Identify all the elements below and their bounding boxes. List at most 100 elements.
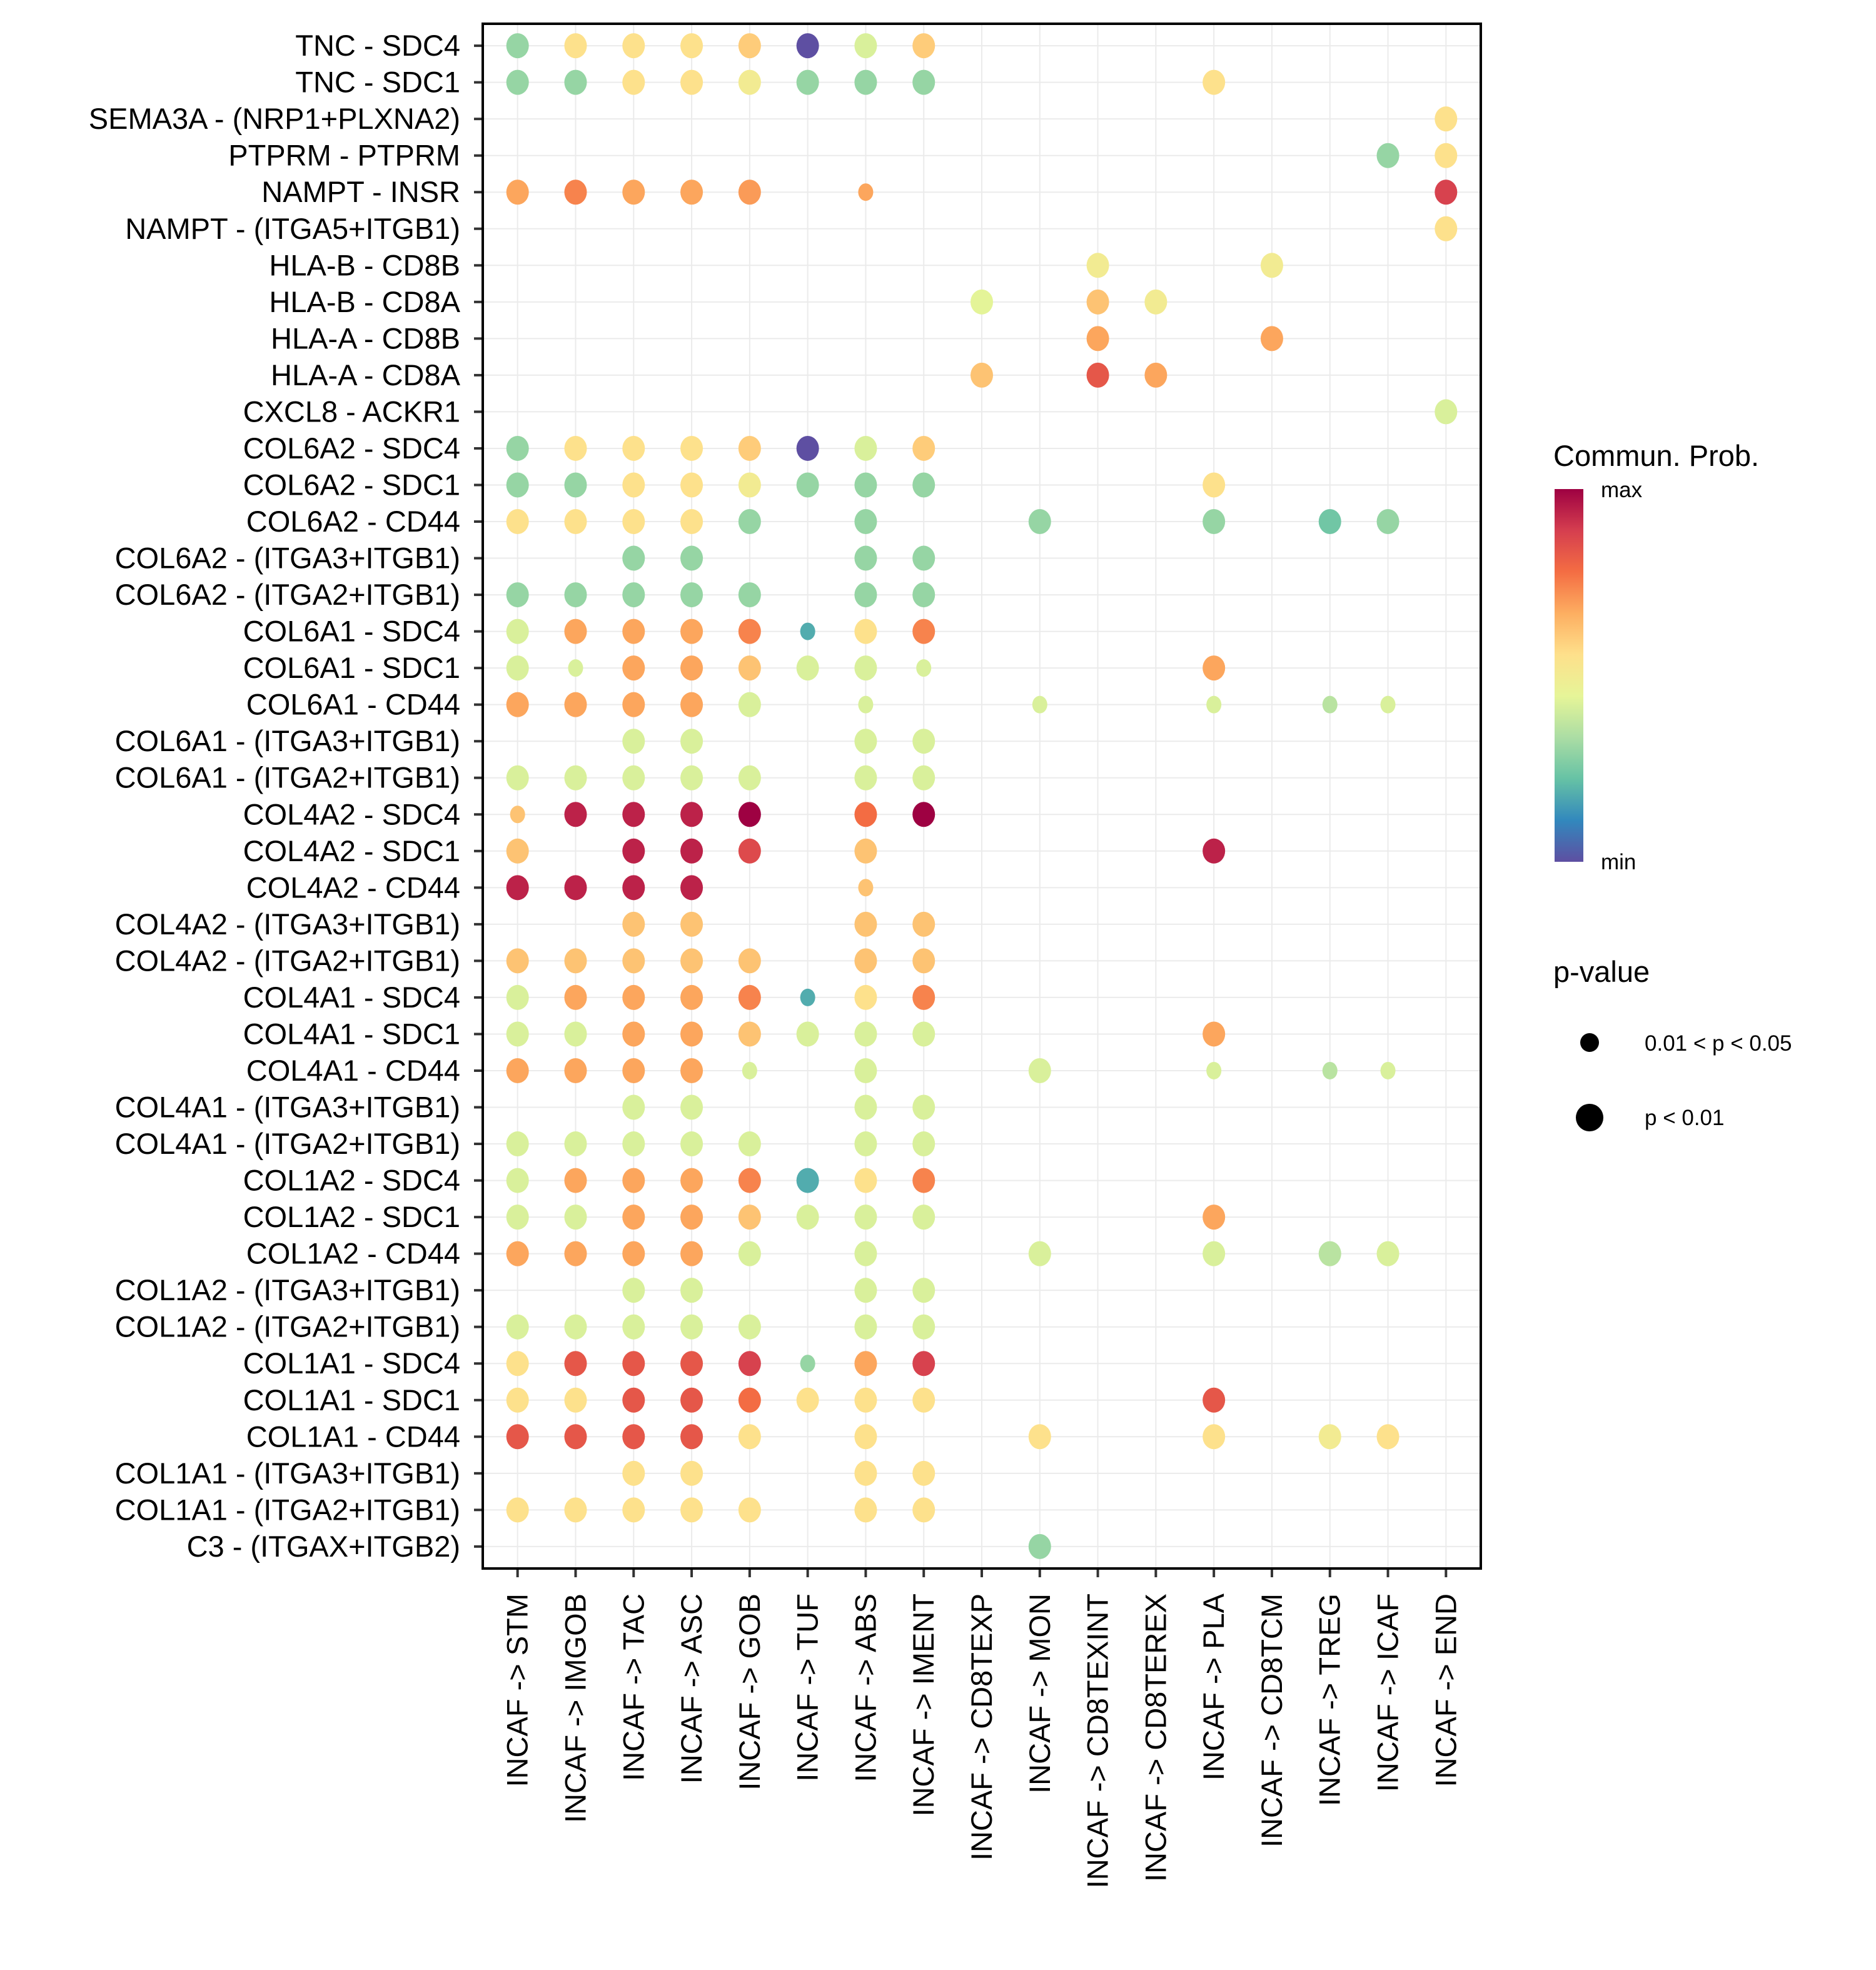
- data-point: [1028, 1424, 1051, 1450]
- data-point: [622, 765, 645, 791]
- data-point: [680, 1351, 704, 1376]
- data-point: [912, 1460, 935, 1486]
- data-point: [912, 1497, 935, 1523]
- data-point: [796, 1021, 819, 1047]
- data-point: [622, 802, 645, 827]
- data-point: [1318, 1241, 1341, 1266]
- data-point: [854, 984, 877, 1010]
- data-point: [738, 765, 761, 791]
- data-point: [1203, 1387, 1226, 1413]
- data-point: [796, 472, 819, 498]
- data-point: [564, 33, 587, 59]
- y-tick-label: COL1A1 - SDC1: [243, 1383, 460, 1417]
- data-point: [1203, 472, 1226, 498]
- x-axis-ticks: [516, 1568, 1448, 1577]
- y-tick-label: COL6A2 - SDC1: [243, 468, 460, 501]
- data-point: [564, 948, 587, 974]
- data-point: [854, 1460, 877, 1486]
- data-point: [506, 179, 529, 205]
- data-point: [506, 984, 529, 1010]
- data-point: [1203, 655, 1226, 681]
- data-point: [680, 1424, 704, 1450]
- data-point: [622, 838, 645, 864]
- y-tick-label: COL4A2 - SDC4: [243, 797, 460, 831]
- data-point: [564, 1058, 587, 1083]
- data-point: [912, 619, 935, 644]
- data-point: [854, 619, 877, 644]
- size-legend-small-dot: [1580, 1033, 1599, 1052]
- y-tick-label: C3 - (ITGAX+ITGB2): [187, 1530, 460, 1563]
- y-tick-label: COL1A2 - (ITGA2+ITGB1): [115, 1310, 460, 1343]
- y-tick-label: HLA-B - CD8A: [269, 285, 460, 318]
- data-point: [622, 1460, 645, 1486]
- data-point: [1380, 695, 1396, 714]
- data-point: [796, 655, 819, 681]
- data-point: [506, 472, 529, 498]
- data-point: [1203, 1021, 1226, 1047]
- y-tick-label: COL4A1 - CD44: [246, 1054, 460, 1087]
- data-point: [680, 1387, 704, 1413]
- data-point: [738, 472, 761, 498]
- y-tick-label: COL1A1 - (ITGA3+ITGB1): [115, 1457, 460, 1490]
- data-point: [680, 802, 704, 827]
- x-tick-label: INCAF -> PLA: [1197, 1593, 1230, 1781]
- data-point: [854, 509, 877, 535]
- size-legend-large-label: p < 0.01: [1645, 1106, 1724, 1130]
- data-point: [1260, 253, 1283, 278]
- data-point: [854, 472, 877, 498]
- data-point: [680, 729, 704, 754]
- data-point: [622, 1351, 645, 1376]
- data-point: [796, 69, 819, 95]
- data-point: [506, 1351, 529, 1376]
- data-point: [912, 1278, 935, 1303]
- data-point: [912, 435, 935, 461]
- data-point: [1206, 1061, 1222, 1079]
- data-point: [1318, 509, 1341, 535]
- x-tick-label: INCAF -> IMGOB: [558, 1594, 592, 1823]
- data-point: [912, 765, 935, 791]
- data-point: [564, 179, 587, 205]
- data-point: [916, 659, 932, 677]
- y-tick-label: NAMPT - INSR: [261, 175, 460, 208]
- data-point: [1318, 1424, 1341, 1450]
- data-point: [854, 1241, 877, 1266]
- data-point: [622, 729, 645, 754]
- data-point: [1260, 326, 1283, 351]
- data-point: [1376, 1241, 1399, 1266]
- data-point: [506, 582, 529, 608]
- y-tick-label: COL4A2 - (ITGA3+ITGB1): [115, 907, 460, 941]
- data-point: [506, 875, 529, 901]
- data-points: [506, 33, 1458, 1559]
- x-tick-label: INCAF -> TAC: [617, 1594, 650, 1781]
- data-point: [1086, 253, 1109, 278]
- data-point: [1435, 399, 1458, 425]
- data-point: [738, 1497, 761, 1523]
- data-point: [680, 1241, 704, 1266]
- data-point: [1206, 695, 1222, 714]
- data-point: [738, 802, 761, 827]
- data-point: [1032, 695, 1047, 714]
- data-point: [622, 911, 645, 937]
- data-point: [912, 1131, 935, 1157]
- data-point: [680, 435, 704, 461]
- data-point: [622, 1168, 645, 1193]
- data-point: [506, 948, 529, 974]
- data-point: [912, 472, 935, 498]
- data-point: [680, 545, 704, 571]
- x-axis-labels: INCAF -> STM INCAF -> IMGOB INCAF -> TAC IN…: [501, 1593, 1463, 1888]
- y-tick-label: TNC - SDC1: [295, 66, 460, 99]
- y-tick-label: COL1A2 - SDC1: [243, 1200, 460, 1233]
- y-tick-label: COL1A2 - (ITGA3+ITGB1): [115, 1273, 460, 1306]
- colorbar-title: Commun. Prob.: [1553, 439, 1759, 472]
- data-point: [854, 948, 877, 974]
- colorbar-min-label: min: [1601, 850, 1636, 874]
- data-point: [738, 33, 761, 59]
- data-point: [1086, 289, 1109, 315]
- data-point: [622, 1424, 645, 1450]
- y-tick-label: COL4A1 - (ITGA3+ITGB1): [115, 1091, 460, 1124]
- data-point: [680, 838, 704, 864]
- data-point: [796, 1387, 819, 1413]
- data-point: [622, 509, 645, 535]
- y-tick-label: COL6A2 - SDC4: [243, 432, 460, 465]
